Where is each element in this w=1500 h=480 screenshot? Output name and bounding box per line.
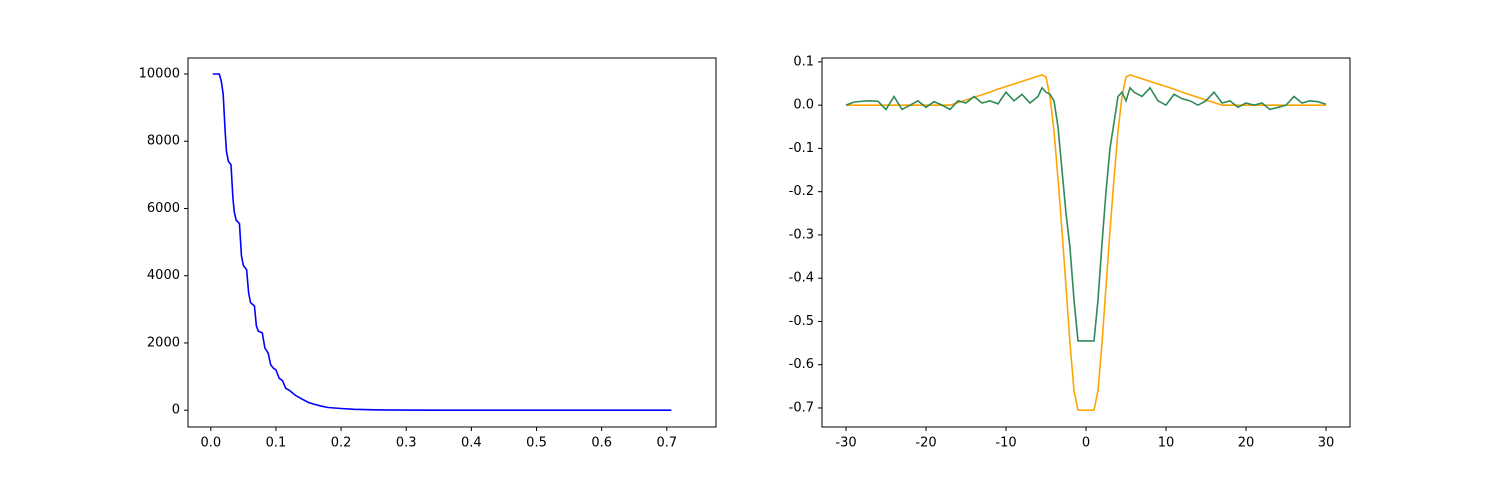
x-tick-label: 0.6	[591, 436, 612, 451]
data-line	[846, 74, 1326, 411]
y-tick-label: -0.5	[789, 314, 814, 329]
x-tick-label: -30	[835, 436, 856, 451]
y-tick-label: -0.1	[789, 141, 814, 156]
x-tick-label: 0.0	[200, 436, 221, 451]
y-tick-label: 8000	[147, 134, 180, 149]
y-tick-label: -0.6	[789, 357, 814, 372]
x-tick-label: -20	[915, 436, 936, 451]
x-tick-label: 0.5	[526, 436, 547, 451]
x-tick-label: 0.2	[331, 436, 352, 451]
y-tick-label: -0.7	[789, 400, 814, 415]
y-tick-label: 0.1	[793, 54, 814, 69]
y-tick-label: 0.0	[793, 98, 814, 113]
y-tick-label: -0.4	[789, 271, 814, 286]
y-tick-label: 6000	[147, 201, 180, 216]
axes-frame	[187, 57, 717, 428]
x-tick-label: 0.4	[461, 436, 482, 451]
axes-frame	[821, 57, 1351, 428]
y-tick-label: 2000	[147, 335, 180, 350]
x-tick-label: 30	[1318, 436, 1335, 451]
x-tick-label: 0.7	[656, 436, 677, 451]
y-tick-label: 10000	[139, 67, 180, 82]
y-tick-label: 0	[172, 403, 180, 418]
x-tick-label: 0.3	[396, 436, 417, 451]
x-tick-label: 10	[1158, 436, 1175, 451]
x-tick-label: 0.1	[266, 436, 287, 451]
x-tick-label: 0	[1082, 436, 1090, 451]
x-tick-label: -10	[995, 436, 1016, 451]
y-tick-label: -0.2	[789, 184, 814, 199]
data-line	[212, 73, 672, 411]
data-line	[845, 86, 1327, 342]
x-tick-label: 20	[1238, 436, 1255, 451]
y-tick-label: 4000	[147, 268, 180, 283]
y-tick-label: -0.3	[789, 227, 814, 242]
